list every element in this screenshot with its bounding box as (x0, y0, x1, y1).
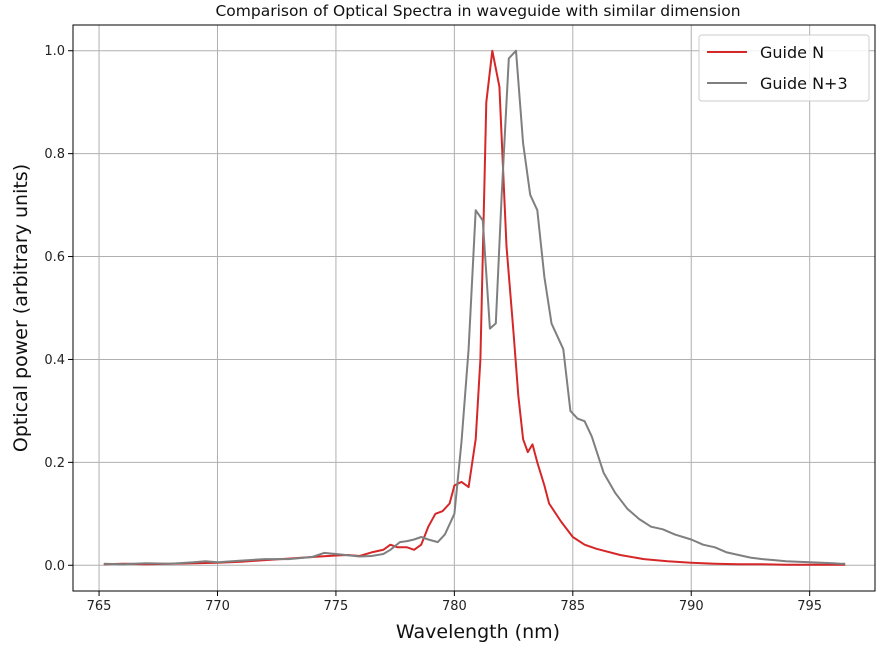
y-tick-label: 0.8 (44, 147, 65, 162)
x-tick-label: 785 (560, 599, 585, 614)
x-axis-ticks: 765 770 775 780 785 790 795 (87, 591, 822, 614)
y-tick-label: 1.0 (44, 44, 65, 59)
plot-area-frame (72, 24, 876, 592)
y-tick-label: 0.4 (44, 353, 65, 368)
series-line-guide-n-plus-3 (103, 49, 846, 566)
series-line-guide-n (103, 49, 846, 566)
series-lines (103, 49, 846, 566)
x-axis-label: Wavelength (nm) (396, 621, 560, 643)
y-tick-label: 0.6 (44, 250, 65, 265)
legend-label-guide-n: Guide N (760, 43, 824, 62)
y-tick-label: 0.0 (44, 559, 65, 574)
chart-title: Comparison of Optical Spectra in wavegui… (215, 2, 740, 20)
x-tick-label: 765 (87, 599, 112, 614)
x-tick-label: 795 (797, 599, 822, 614)
x-tick-label: 770 (205, 599, 230, 614)
y-axis-ticks: 0.0 0.2 0.4 0.6 0.8 1.0 (44, 44, 73, 574)
x-tick-label: 775 (324, 599, 349, 614)
x-tick-label: 790 (679, 599, 704, 614)
y-tick-label: 0.2 (44, 456, 65, 471)
y-axis-label: Optical power (arbitrary units) (10, 164, 32, 452)
x-tick-label: 780 (442, 599, 467, 614)
legend-label-guide-n-plus-3: Guide N+3 (760, 74, 848, 93)
legend: Guide N Guide N+3 (698, 34, 870, 102)
